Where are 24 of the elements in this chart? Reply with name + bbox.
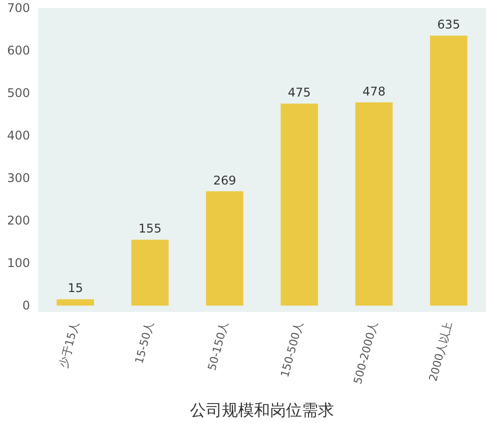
y-tick-label: 500 [7,86,30,100]
x-axis-title: 公司规模和岗位需求 [190,400,334,420]
y-tick-label: 700 [7,1,30,15]
data-label: 478 [362,84,386,98]
y-tick-label: 600 [7,44,30,58]
bar [131,240,169,306]
bar [56,299,94,306]
x-tick-label: 2000人以上 [426,320,455,383]
x-tick-label: 少于15人 [56,320,82,370]
y-tick-label: 400 [7,128,30,143]
y-tick-label: 300 [7,171,30,186]
data-label: 15 [68,281,83,296]
bar [430,36,468,306]
bar [280,104,318,306]
y-tick-label: 0 [22,298,30,313]
x-tick-label: 15-50人 [132,320,156,366]
y-tick-label: 100 [7,256,30,270]
data-label: 635 [437,18,460,32]
data-label: 155 [138,222,162,236]
data-label: 269 [213,173,236,188]
bar [206,191,244,306]
y-tick-label: 200 [7,214,30,228]
bar [355,102,393,306]
data-label: 475 [288,86,311,100]
